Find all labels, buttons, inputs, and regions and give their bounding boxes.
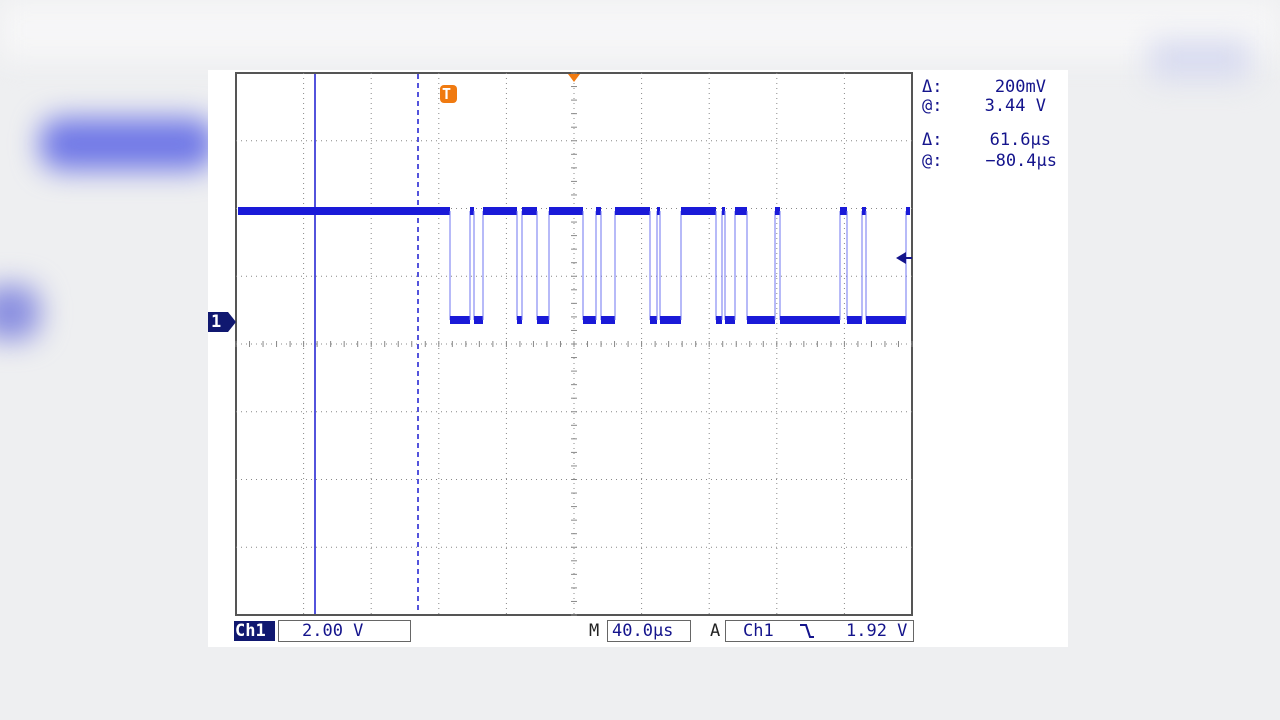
trace-segment: [583, 316, 596, 324]
trace-segment: [615, 207, 650, 215]
trace-segment: [650, 316, 657, 324]
bg-blob: [40, 118, 215, 170]
trace-segment: [906, 207, 910, 215]
trace-segment: [847, 316, 862, 324]
trace-segment: [474, 316, 483, 324]
trace-segment: [722, 207, 725, 215]
bg-blob: [0, 0, 1280, 60]
status-channel: Ch1: [235, 621, 266, 641]
trace-segment: [716, 316, 722, 324]
readout-value: 200mV: [994, 77, 1046, 97]
channel-text: 1: [211, 312, 222, 332]
trigger-marker: [440, 85, 457, 103]
trace-segment: [735, 207, 747, 215]
readout-label: @:: [922, 96, 943, 116]
readout-value: 61.6µs: [989, 130, 1051, 150]
trace-segment: [537, 316, 549, 324]
status-trigger-level: 1.92 V: [846, 621, 908, 641]
trace-segment: [840, 207, 847, 215]
trace-segment: [660, 316, 681, 324]
status-timebase: 40.0µs: [612, 621, 674, 641]
trace-segment: [747, 316, 775, 324]
readout-value: 3.44 V: [984, 96, 1046, 116]
channel-badge: [234, 621, 275, 641]
trace-segment: [601, 316, 615, 324]
status-box: [278, 620, 411, 642]
trace-segment: [725, 316, 735, 324]
bg-blob: [1150, 40, 1250, 80]
readout-label: @:: [922, 151, 943, 171]
status-trigger-source: Ch1: [743, 621, 774, 641]
trace-segment: [657, 207, 660, 215]
trigger-position: [568, 74, 580, 82]
trace-segment: [775, 207, 780, 215]
status-label: M: [589, 621, 600, 641]
trace-segment: [238, 207, 450, 215]
trace-segment: [780, 316, 840, 324]
readout-value: −80.4µs: [985, 151, 1057, 171]
channel-marker: [208, 312, 236, 332]
trace-segment: [862, 207, 866, 215]
trace-segment: [483, 207, 517, 215]
trace-segment: [681, 207, 716, 215]
status-box: [725, 620, 914, 642]
trace-segment: [596, 207, 601, 215]
bg-blob: [0, 285, 40, 340]
trace-segment: [470, 207, 474, 215]
readout-label: Δ:: [922, 130, 943, 150]
falling-edge-icon: [800, 624, 814, 638]
trace-segment: [549, 207, 583, 215]
status-label: A: [710, 621, 721, 641]
readout-label: Δ:: [922, 77, 943, 97]
trigger-level-arrow: [896, 252, 906, 264]
trace-segment: [522, 207, 537, 215]
trigger-text: T: [442, 85, 452, 103]
trace-segment: [450, 316, 470, 324]
status-box: [607, 620, 691, 642]
status-volts: 2.00 V: [302, 621, 364, 641]
trace-segment: [866, 316, 906, 324]
trace-segment: [517, 316, 522, 324]
